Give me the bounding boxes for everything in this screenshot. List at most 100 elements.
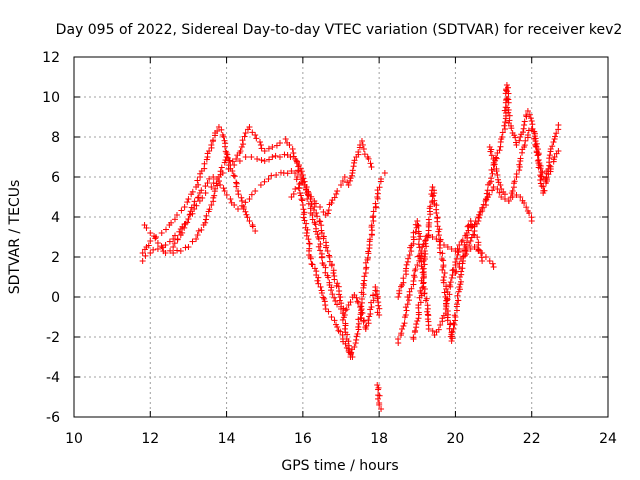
data-point — [368, 222, 375, 229]
data-point — [287, 153, 294, 160]
data-point — [328, 200, 335, 206]
data-point — [249, 129, 256, 136]
data-point — [414, 221, 421, 228]
data-point — [517, 134, 524, 140]
data-point — [348, 172, 355, 179]
data-point — [418, 292, 425, 299]
data-point — [317, 247, 324, 254]
data-point — [201, 160, 208, 167]
data-point — [355, 320, 362, 327]
data-point — [345, 182, 352, 188]
data-point — [359, 141, 366, 148]
data-point — [405, 297, 412, 304]
data-point — [231, 202, 238, 208]
data-point — [490, 264, 497, 270]
data-point — [370, 208, 377, 215]
data-point — [419, 269, 426, 276]
data-point — [317, 204, 324, 210]
data-point — [340, 305, 347, 312]
data-point — [325, 274, 332, 281]
data-point — [443, 303, 450, 310]
data-point — [410, 272, 417, 279]
data-point — [325, 207, 332, 214]
data-point — [320, 235, 327, 242]
data-point — [416, 230, 423, 237]
data-point — [435, 326, 442, 333]
data-point — [403, 307, 410, 314]
data-point — [208, 142, 215, 148]
data-point — [203, 156, 210, 163]
data-point — [345, 338, 352, 345]
data-point — [501, 107, 508, 114]
data-point — [422, 250, 429, 257]
data-point — [375, 395, 382, 402]
data-point — [546, 152, 553, 159]
data-point — [297, 192, 304, 199]
y-tick-label: 4 — [51, 210, 60, 226]
data-point — [315, 280, 322, 287]
data-point — [318, 230, 325, 236]
data-point — [284, 170, 291, 177]
data-point — [358, 289, 365, 296]
data-point — [304, 191, 311, 198]
data-point — [347, 299, 354, 306]
data-point — [298, 196, 305, 203]
data-point — [459, 237, 466, 244]
data-point — [342, 340, 349, 347]
data-point — [339, 178, 346, 184]
data-point — [334, 280, 341, 287]
data-point — [314, 277, 321, 284]
data-point — [261, 158, 268, 164]
data-point — [555, 122, 562, 128]
data-point — [257, 182, 264, 188]
data-point — [300, 214, 307, 221]
data-point — [177, 248, 184, 254]
data-point — [343, 306, 350, 313]
data-point — [238, 144, 245, 150]
data-point — [222, 143, 229, 150]
data-point — [299, 172, 306, 178]
data-point — [479, 258, 486, 264]
data-point — [420, 265, 427, 272]
data-point — [549, 143, 556, 150]
data-point — [424, 232, 431, 239]
data-point — [466, 242, 473, 249]
data-point — [419, 284, 426, 291]
data-point — [363, 264, 370, 271]
data-point — [531, 133, 538, 140]
data-point — [521, 142, 528, 149]
data-point — [436, 238, 443, 245]
data-point — [242, 154, 249, 160]
data-point — [307, 255, 314, 262]
data-point — [248, 191, 255, 198]
data-point — [456, 260, 463, 267]
data-point — [374, 194, 381, 200]
data-point — [456, 284, 463, 290]
data-point — [414, 318, 421, 324]
data-point — [142, 252, 149, 259]
data-point — [208, 184, 215, 190]
data-point — [328, 314, 335, 320]
data-point — [303, 232, 310, 239]
data-point — [403, 265, 410, 272]
data-point — [320, 294, 327, 301]
data-point — [218, 164, 225, 171]
data-point — [365, 248, 372, 255]
data-point — [289, 145, 296, 152]
data-point — [185, 244, 192, 250]
data-point — [295, 167, 302, 174]
data-point — [552, 133, 559, 140]
y-tick-label: -4 — [46, 370, 60, 386]
data-point — [406, 288, 413, 295]
y-tick-label: 2 — [51, 250, 60, 266]
data-point — [516, 161, 523, 168]
data-point — [486, 258, 493, 264]
data-point — [253, 135, 260, 142]
data-point — [497, 181, 504, 188]
data-point — [182, 244, 189, 251]
data-point — [311, 265, 318, 272]
data-point — [337, 328, 344, 335]
data-point — [483, 190, 490, 197]
data-point — [241, 133, 248, 140]
